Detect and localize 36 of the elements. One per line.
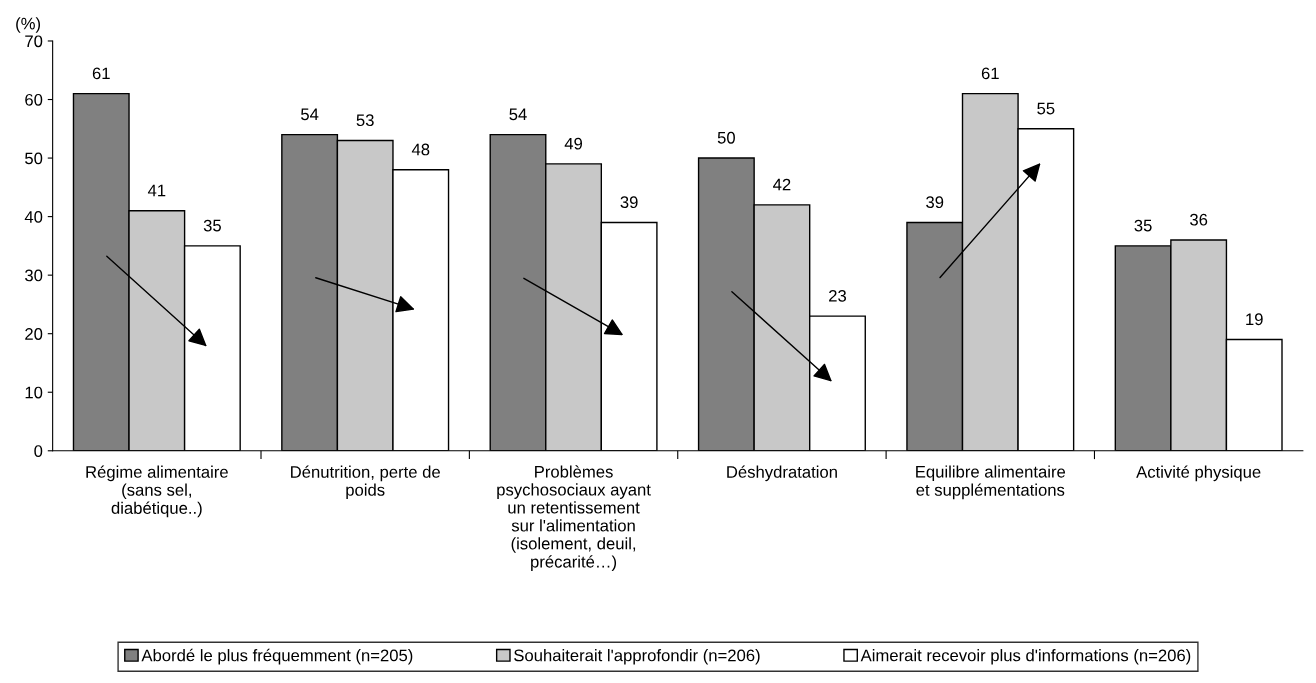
- data-label: 48: [411, 143, 430, 156]
- x-tick-label: Déshydratation: [727, 465, 837, 482]
- data-label: 35: [203, 219, 221, 232]
- y-tick-label: 20: [25, 328, 43, 340]
- y-tick-label: 30: [25, 269, 43, 282]
- x-tick-label: Régime alimentaire (sans sel, diabétique..): [86, 465, 228, 518]
- data-label: 55: [1037, 102, 1055, 115]
- data-label: 61: [92, 67, 110, 80]
- legend-label: Souhaiterait l'approfondir (n=206): [514, 649, 760, 665]
- data-label: 39: [926, 196, 944, 209]
- x-tick-label: Activité physique: [1136, 465, 1261, 482]
- data-label: 49: [564, 137, 583, 150]
- y-tick-label: 40: [24, 211, 43, 223]
- y-tick-label: 10: [25, 386, 43, 399]
- data-label: 35: [1134, 219, 1152, 232]
- x-tick-label: Dénutrition, perte de poids: [291, 465, 440, 500]
- legend-label: Aimerait recevoir plus d'informations (n=206): [860, 649, 1191, 665]
- y-tick-label: 0: [34, 445, 43, 457]
- y-tick-label: 60: [25, 93, 43, 106]
- data-label: 50: [717, 131, 735, 144]
- data-label: 61: [981, 67, 999, 80]
- data-label: 39: [620, 196, 638, 209]
- data-label: 36: [1190, 213, 1208, 226]
- data-label: 41: [147, 184, 166, 197]
- data-label: 42: [773, 178, 791, 191]
- y-axis-title: (%): [16, 17, 41, 33]
- legend-label: Abordé le plus fréquemment (n=205): [141, 648, 413, 665]
- data-label: 19: [1246, 313, 1263, 326]
- data-label: 23: [829, 289, 847, 302]
- x-tick-label: Equilibre alimentaire et supplémentations: [916, 465, 1066, 500]
- data-label: 54: [301, 108, 319, 121]
- y-tick-label: 70: [25, 35, 43, 48]
- data-label: 54: [509, 108, 527, 121]
- y-tick-label: 50: [25, 152, 43, 165]
- x-tick-label: Problèmes psychosociaux ayant un retentissement sur l'alimentation (isolement, deuil, précarité…): [497, 465, 651, 571]
- data-label: 53: [356, 114, 374, 127]
